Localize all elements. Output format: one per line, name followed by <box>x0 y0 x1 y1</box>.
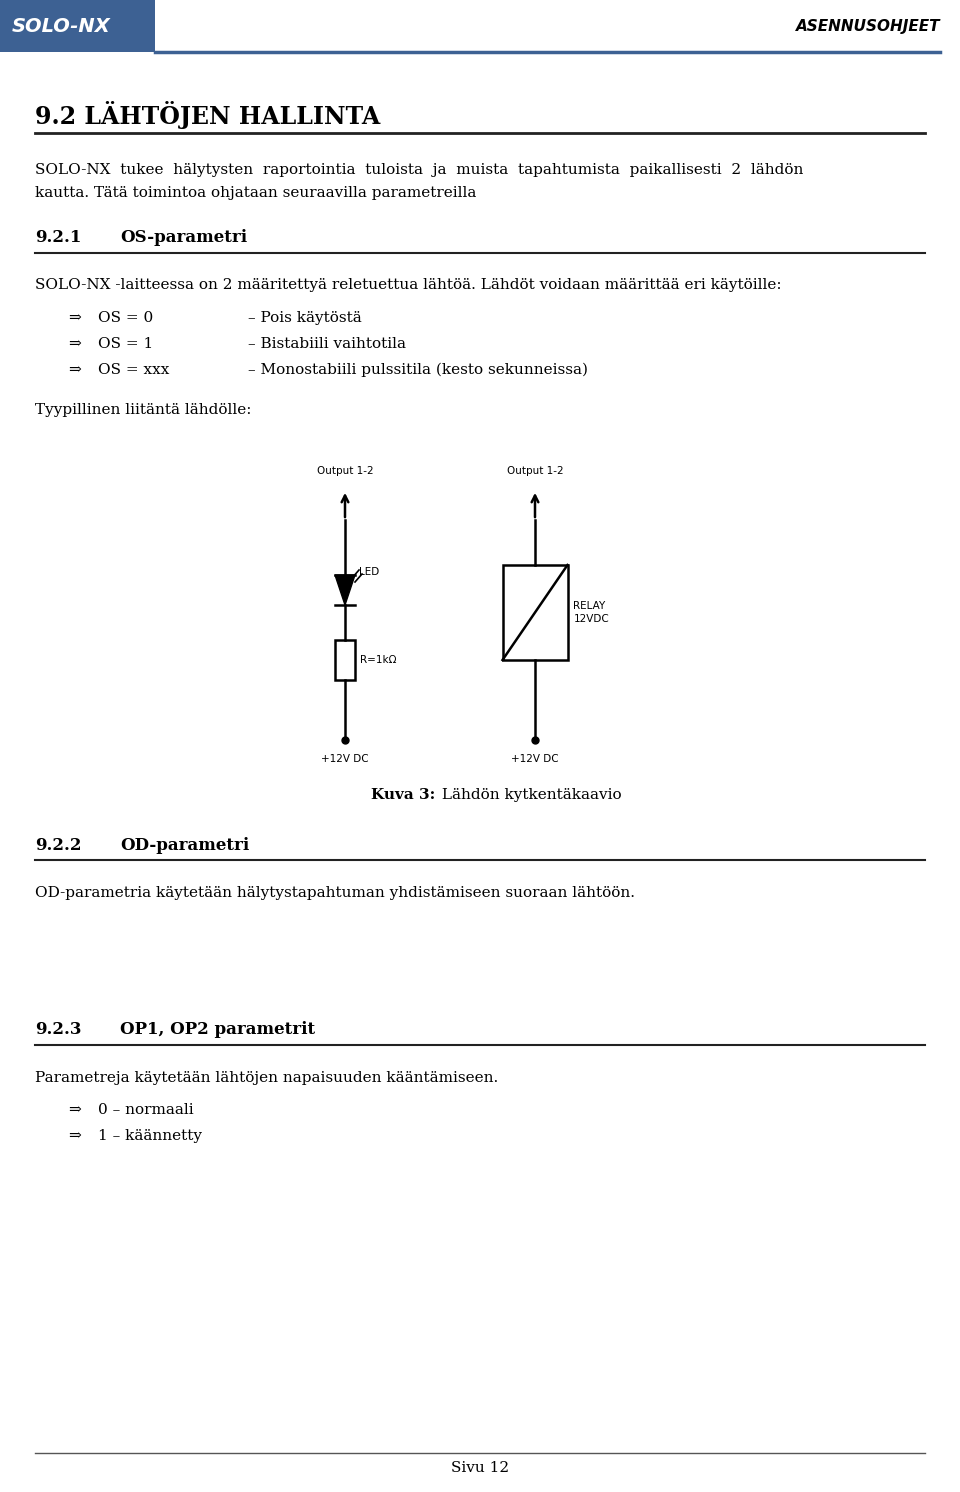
Text: 9.2.2: 9.2.2 <box>35 837 82 853</box>
Text: OS = xxx: OS = xxx <box>98 363 169 377</box>
Text: Kuva 3:: Kuva 3: <box>371 788 435 803</box>
Text: SOLO-NX  tukee  hälytysten  raportointia  tuloista  ja  muista  tapahtumista  pa: SOLO-NX tukee hälytysten raportointia tu… <box>35 163 804 178</box>
Text: +12V DC: +12V DC <box>511 753 559 764</box>
Text: SOLO-NX -laitteessa on 2 määritettyä reletuettua lähtöä. Lähdöt voidaan määrittä: SOLO-NX -laitteessa on 2 määritettyä rel… <box>35 278 781 292</box>
Text: ASENNUSOHJEET: ASENNUSOHJEET <box>796 18 940 33</box>
Text: OS = 0: OS = 0 <box>98 310 154 325</box>
Text: ⇒: ⇒ <box>68 310 81 325</box>
Text: OP1, OP2 parametrit: OP1, OP2 parametrit <box>120 1022 315 1038</box>
Text: Output 1-2: Output 1-2 <box>507 466 564 476</box>
Text: Lähdön kytkentäkaavio: Lähdön kytkentäkaavio <box>437 788 622 803</box>
Text: – Monostabiili pulssitila (kesto sekunneissa): – Monostabiili pulssitila (kesto sekunne… <box>248 363 588 377</box>
Text: R=1kΩ: R=1kΩ <box>360 655 396 665</box>
Text: 0 – normaali: 0 – normaali <box>98 1103 194 1118</box>
Bar <box>502 565 567 659</box>
Text: +12V DC: +12V DC <box>322 753 369 764</box>
Text: ⇒: ⇒ <box>68 1103 81 1118</box>
Text: Parametreja käytetään lähtöjen napaisuuden kääntämiseen.: Parametreja käytetään lähtöjen napaisuud… <box>35 1071 498 1085</box>
Text: SOLO-NX: SOLO-NX <box>12 16 110 36</box>
Text: ⇒: ⇒ <box>68 337 81 351</box>
Text: 9.2 LÄHTÖJEN HALLINTA: 9.2 LÄHTÖJEN HALLINTA <box>35 101 380 128</box>
Text: OD-parametri: OD-parametri <box>120 837 250 853</box>
Text: RELAY
12VDC: RELAY 12VDC <box>573 601 610 624</box>
Text: OS = 1: OS = 1 <box>98 337 154 351</box>
Text: Output 1-2: Output 1-2 <box>317 466 373 476</box>
Text: ⇒: ⇒ <box>68 1129 81 1143</box>
Text: Sivu 12: Sivu 12 <box>451 1461 509 1476</box>
Text: ⇒: ⇒ <box>68 363 81 377</box>
Text: Tyypillinen liitäntä lähdölle:: Tyypillinen liitäntä lähdölle: <box>35 403 252 416</box>
Text: 9.2.1: 9.2.1 <box>35 230 82 246</box>
Text: OD-parametria käytetään hälytystapahtuman yhdistämiseen suoraan lähtöön.: OD-parametria käytetään hälytystapahtuma… <box>35 886 635 900</box>
Text: – Pois käytöstä: – Pois käytöstä <box>248 310 362 325</box>
Text: 1 – käännetty: 1 – käännetty <box>98 1129 202 1143</box>
Text: OS-parametri: OS-parametri <box>120 230 247 246</box>
Bar <box>0 0 155 52</box>
Text: kautta. Tätä toimintoa ohjataan seuraavilla parametreilla: kautta. Tätä toimintoa ohjataan seuraavi… <box>35 186 476 200</box>
Polygon shape <box>335 574 355 604</box>
Text: LED: LED <box>359 567 379 577</box>
Text: – Bistabiili vaihtotila: – Bistabiili vaihtotila <box>248 337 406 351</box>
Bar <box>335 640 355 680</box>
Text: 9.2.3: 9.2.3 <box>35 1022 82 1038</box>
